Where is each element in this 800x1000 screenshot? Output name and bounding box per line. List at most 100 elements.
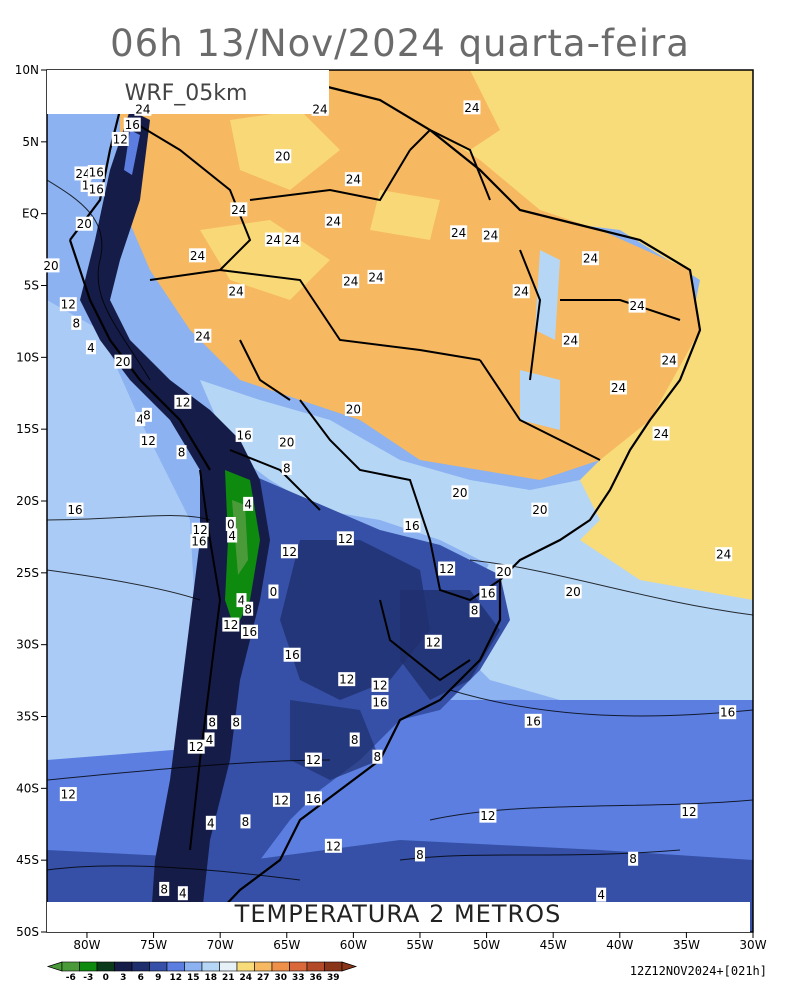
contour-label-bg	[482, 228, 500, 243]
land-warm-patch-3	[370, 190, 440, 240]
contour-label-text: 24	[583, 252, 598, 266]
contour-label-text: 24	[464, 101, 479, 115]
contour-label-bg	[469, 603, 480, 618]
colorbar-swatch	[254, 961, 273, 972]
contour-label-bg	[236, 593, 247, 608]
contour-label-bg	[59, 297, 77, 312]
contour-label: 20	[75, 216, 93, 231]
contour-label: 8	[414, 847, 425, 862]
contour-label-text: 20	[532, 503, 547, 517]
colorbar-swatch	[306, 961, 325, 972]
contour-label: 8	[141, 407, 152, 422]
contour-label-text: 20	[496, 565, 511, 579]
lon-tick-label: 75W	[140, 938, 167, 952]
contour-label-text: 8	[232, 716, 240, 730]
contour-label-bg	[324, 213, 342, 228]
colorbar-label: 0	[103, 973, 109, 983]
contour-label: 12	[174, 394, 192, 409]
contour-label-bg	[581, 251, 599, 266]
contour-label-bg	[272, 792, 290, 807]
contour-label-text: 8	[283, 461, 291, 475]
colorbar-swatch	[96, 961, 115, 972]
contour-label-text: 8	[471, 604, 479, 618]
contour-label: 12	[272, 792, 290, 807]
contour-label-bg	[342, 274, 360, 289]
contour-label-bg	[479, 808, 497, 823]
contour-label-text: 20	[275, 150, 290, 164]
contour-label-bg	[349, 732, 360, 747]
contour-label-bg	[531, 502, 549, 517]
contour-label-text: 16	[67, 503, 82, 517]
contour-label-text: 16	[404, 519, 419, 533]
lon-tick-label: 45W	[540, 938, 567, 952]
contour-label-text: 12	[439, 562, 454, 576]
contour-label-bg	[562, 333, 580, 348]
colorbar-label: 12	[169, 973, 182, 983]
contour-label: 0	[268, 584, 279, 599]
land-cold-1	[280, 540, 430, 700]
variable-label: TEMPERATURA 2 METROS	[234, 900, 562, 928]
contour-label-text: 8	[374, 750, 382, 764]
colorbar-arrow-left	[46, 961, 63, 972]
contour-label: 24	[344, 172, 362, 187]
colorbar-swatch	[201, 961, 220, 972]
latitude-axis: 10N 5N EQ 5S 10S 15S 20S 25S 30S 35S 40S 45S 50S	[15, 63, 47, 939]
contour-label: 24	[609, 380, 627, 395]
contour-label-text: 24	[629, 299, 644, 313]
contour-label-bg	[174, 394, 192, 409]
contour-label-bg	[495, 564, 513, 579]
contour-label: 24	[482, 228, 500, 243]
andes-north-cool	[124, 130, 140, 175]
contour-label-bg	[715, 547, 733, 562]
contour-label: 24	[715, 547, 733, 562]
contour-label-text: 24	[135, 102, 150, 116]
contour-label-bg	[139, 433, 157, 448]
contour-label: 16	[524, 713, 542, 728]
lat-tick-label: 30S	[16, 638, 39, 652]
contour-label-text: 24	[190, 249, 205, 263]
colorbar-swatch	[219, 961, 238, 972]
lon-tick-label: 60W	[340, 938, 367, 952]
contour-label-text: 20	[43, 259, 58, 273]
contour-label-bg	[268, 584, 279, 599]
contour-label-bg	[141, 407, 152, 422]
contour-label-text: 12	[189, 740, 204, 754]
lon-tick-label: 80W	[73, 938, 100, 952]
contour-label-bg	[524, 713, 542, 728]
contour-label-bg	[628, 298, 646, 313]
contour-label-bg	[371, 677, 389, 692]
lat-tick-label: 35S	[16, 710, 39, 724]
contour-label: 20	[278, 435, 296, 450]
contour-label-text: 24	[451, 226, 466, 240]
lat-tick-label: 5S	[24, 279, 39, 293]
contour-label-text: 0	[270, 585, 278, 599]
contour-label-bg	[227, 284, 245, 299]
contour-label-bg	[222, 617, 240, 632]
contour-label-text: 12	[61, 788, 76, 802]
contour-label: 4	[236, 593, 247, 608]
atlantic-warm	[330, 70, 753, 620]
contour-label-text: 20	[279, 436, 294, 450]
colorbar-swatch	[184, 961, 203, 972]
contour-label: 24	[628, 298, 646, 313]
contour-label: 4	[243, 496, 254, 511]
contour-label: 8	[159, 881, 170, 896]
contour-label-text: 4	[87, 341, 95, 355]
colorbar-arrow-right	[341, 961, 358, 972]
contour-label-text: 16	[89, 166, 104, 180]
contour-label-bg	[66, 502, 84, 517]
contour-label: 4	[596, 887, 607, 902]
contour-label: 4	[85, 340, 96, 355]
contour-label: 8	[71, 315, 82, 330]
contour-label: 20	[564, 584, 582, 599]
contour-label-bg	[304, 752, 322, 767]
contour-label-bg	[205, 815, 216, 830]
colorbar-swatch	[149, 961, 168, 972]
colorbar-label: 24	[239, 973, 252, 983]
contour-label: 24	[450, 225, 468, 240]
contour-label-text: 8	[629, 852, 637, 866]
contour-label-bg	[243, 601, 254, 616]
contour-label-text: 16	[306, 792, 321, 806]
contour-label-text: 16	[89, 183, 104, 197]
